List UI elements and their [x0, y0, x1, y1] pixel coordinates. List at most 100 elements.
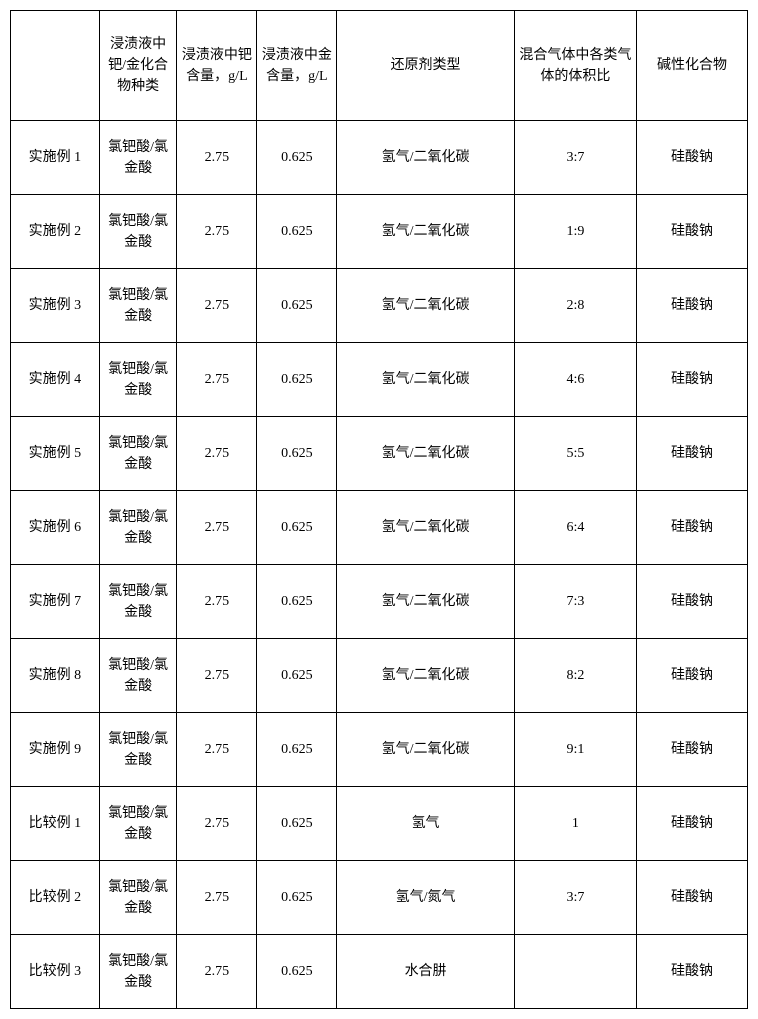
- table-cell: 氯钯酸/氯金酸: [99, 491, 177, 565]
- table-cell: 5:5: [514, 417, 636, 491]
- table-cell: 硅酸钠: [636, 565, 747, 639]
- table-cell: 实施例 5: [11, 417, 100, 491]
- table-cell: 氢气: [337, 787, 515, 861]
- table-cell: 0.625: [257, 935, 337, 1009]
- table-row: 实施例 5氯钯酸/氯金酸2.750.625氢气/二氧化碳5:5硅酸钠: [11, 417, 748, 491]
- table-cell: 氯钯酸/氯金酸: [99, 417, 177, 491]
- table-cell: 硅酸钠: [636, 491, 747, 565]
- col-header-2: 浸渍液中钯含量，g/L: [177, 11, 257, 121]
- table-cell: 硅酸钠: [636, 861, 747, 935]
- table-cell: 氢气/二氧化碳: [337, 491, 515, 565]
- table-cell: 0.625: [257, 343, 337, 417]
- table-cell: 2.75: [177, 861, 257, 935]
- table-cell: 氢气/二氧化碳: [337, 269, 515, 343]
- table-cell: 硅酸钠: [636, 713, 747, 787]
- col-header-3: 浸渍液中金含量，g/L: [257, 11, 337, 121]
- table-cell: 0.625: [257, 121, 337, 195]
- table-cell: 2.75: [177, 269, 257, 343]
- table-cell: 1:9: [514, 195, 636, 269]
- table-cell: 2.75: [177, 343, 257, 417]
- table-cell: 硅酸钠: [636, 787, 747, 861]
- table-cell: 2.75: [177, 565, 257, 639]
- table-cell: 实施例 3: [11, 269, 100, 343]
- table-cell: 硅酸钠: [636, 121, 747, 195]
- table-cell: 氢气/二氧化碳: [337, 417, 515, 491]
- table-cell: 0.625: [257, 787, 337, 861]
- header-row: 浸渍液中钯/金化合物种类 浸渍液中钯含量，g/L 浸渍液中金含量，g/L 还原剂…: [11, 11, 748, 121]
- table-cell: 氢气/二氧化碳: [337, 713, 515, 787]
- table-cell: 2.75: [177, 787, 257, 861]
- table-cell: 硅酸钠: [636, 343, 747, 417]
- table-cell: 实施例 7: [11, 565, 100, 639]
- table-cell: 4:6: [514, 343, 636, 417]
- table-row: 实施例 4氯钯酸/氯金酸2.750.625氢气/二氧化碳4:6硅酸钠: [11, 343, 748, 417]
- table-cell: 0.625: [257, 417, 337, 491]
- table-cell: 0.625: [257, 269, 337, 343]
- table-cell: 硅酸钠: [636, 269, 747, 343]
- table-cell: 氢气/二氧化碳: [337, 639, 515, 713]
- table-row: 实施例 6氯钯酸/氯金酸2.750.625氢气/二氧化碳6:4硅酸钠: [11, 491, 748, 565]
- table-cell: 氯钯酸/氯金酸: [99, 935, 177, 1009]
- table-cell: 氯钯酸/氯金酸: [99, 565, 177, 639]
- table-row: 比较例 2氯钯酸/氯金酸2.750.625氢气/氮气3:7硅酸钠: [11, 861, 748, 935]
- col-header-5: 混合气体中各类气体的体积比: [514, 11, 636, 121]
- table-row: 实施例 3氯钯酸/氯金酸2.750.625氢气/二氧化碳2:8硅酸钠: [11, 269, 748, 343]
- table-row: 实施例 1氯钯酸/氯金酸2.750.625氢气/二氧化碳3:7硅酸钠: [11, 121, 748, 195]
- col-header-0: [11, 11, 100, 121]
- table-cell: [514, 935, 636, 1009]
- table-head: 浸渍液中钯/金化合物种类 浸渍液中钯含量，g/L 浸渍液中金含量，g/L 还原剂…: [11, 11, 748, 121]
- table-cell: 氢气/二氧化碳: [337, 121, 515, 195]
- table-row: 比较例 1氯钯酸/氯金酸2.750.625氢气1硅酸钠: [11, 787, 748, 861]
- table-cell: 水合肼: [337, 935, 515, 1009]
- table-cell: 实施例 1: [11, 121, 100, 195]
- table-cell: 氢气/二氧化碳: [337, 343, 515, 417]
- table-cell: 氯钯酸/氯金酸: [99, 343, 177, 417]
- col-header-4: 还原剂类型: [337, 11, 515, 121]
- table-cell: 实施例 8: [11, 639, 100, 713]
- table-cell: 实施例 9: [11, 713, 100, 787]
- table-cell: 氯钯酸/氯金酸: [99, 787, 177, 861]
- table-cell: 硅酸钠: [636, 195, 747, 269]
- table-cell: 0.625: [257, 639, 337, 713]
- table-row: 实施例 2氯钯酸/氯金酸2.750.625氢气/二氧化碳1:9硅酸钠: [11, 195, 748, 269]
- table-cell: 0.625: [257, 565, 337, 639]
- table-cell: 0.625: [257, 713, 337, 787]
- table-cell: 实施例 6: [11, 491, 100, 565]
- table-cell: 氯钯酸/氯金酸: [99, 121, 177, 195]
- table-cell: 8:2: [514, 639, 636, 713]
- table-cell: 氯钯酸/氯金酸: [99, 269, 177, 343]
- table-cell: 氢气/二氧化碳: [337, 195, 515, 269]
- table-cell: 2.75: [177, 417, 257, 491]
- table-body: 实施例 1氯钯酸/氯金酸2.750.625氢气/二氧化碳3:7硅酸钠实施例 2氯…: [11, 121, 748, 1009]
- data-table: 浸渍液中钯/金化合物种类 浸渍液中钯含量，g/L 浸渍液中金含量，g/L 还原剂…: [10, 10, 748, 1009]
- table-cell: 0.625: [257, 491, 337, 565]
- table-cell: 实施例 2: [11, 195, 100, 269]
- table-cell: 比较例 3: [11, 935, 100, 1009]
- table-cell: 6:4: [514, 491, 636, 565]
- table-cell: 2.75: [177, 121, 257, 195]
- table-cell: 9:1: [514, 713, 636, 787]
- table-cell: 0.625: [257, 195, 337, 269]
- table-cell: 2:8: [514, 269, 636, 343]
- table-cell: 氢气/氮气: [337, 861, 515, 935]
- table-cell: 2.75: [177, 639, 257, 713]
- table-cell: 0.625: [257, 861, 337, 935]
- table-cell: 2.75: [177, 491, 257, 565]
- table-row: 实施例 7氯钯酸/氯金酸2.750.625氢气/二氧化碳7:3硅酸钠: [11, 565, 748, 639]
- table-cell: 硅酸钠: [636, 935, 747, 1009]
- table-cell: 2.75: [177, 935, 257, 1009]
- table-cell: 硅酸钠: [636, 639, 747, 713]
- table-cell: 2.75: [177, 713, 257, 787]
- table-cell: 氯钯酸/氯金酸: [99, 639, 177, 713]
- table-cell: 3:7: [514, 861, 636, 935]
- col-header-1: 浸渍液中钯/金化合物种类: [99, 11, 177, 121]
- table-cell: 1: [514, 787, 636, 861]
- table-row: 比较例 3氯钯酸/氯金酸2.750.625水合肼 硅酸钠: [11, 935, 748, 1009]
- table-cell: 2.75: [177, 195, 257, 269]
- table-cell: 氢气/二氧化碳: [337, 565, 515, 639]
- table-cell: 3:7: [514, 121, 636, 195]
- table-row: 实施例 8氯钯酸/氯金酸2.750.625氢气/二氧化碳8:2硅酸钠: [11, 639, 748, 713]
- table-cell: 氯钯酸/氯金酸: [99, 861, 177, 935]
- table-cell: 氯钯酸/氯金酸: [99, 195, 177, 269]
- table-row: 实施例 9氯钯酸/氯金酸2.750.625氢气/二氧化碳9:1硅酸钠: [11, 713, 748, 787]
